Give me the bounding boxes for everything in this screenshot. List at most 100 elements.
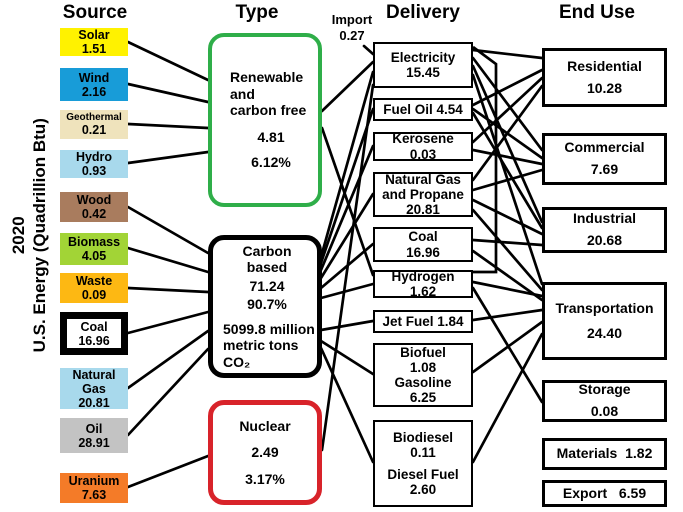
column-header-delivery: Delivery: [386, 2, 460, 23]
carbon-text: 71.24: [249, 277, 285, 294]
nuclear-text: 2.49: [251, 444, 279, 461]
flow-line: [126, 286, 210, 294]
renewable-text: Renewable: [230, 69, 304, 86]
import-value: 0.27: [339, 27, 365, 43]
flow-line: [319, 144, 375, 272]
hydro-text: 0.93: [81, 164, 107, 178]
wood-box: Wood 0.42: [60, 192, 128, 222]
biodiesel-diesel-text: 2.60: [409, 481, 437, 497]
flow-line: [126, 310, 210, 335]
solar-text: 1.51: [81, 42, 107, 56]
carbon-text: CO₂: [223, 353, 251, 370]
flow-line: [320, 60, 375, 113]
hydro-text: Hydro: [75, 150, 113, 164]
fuel-oil-box: Fuel Oil 4.54: [373, 98, 473, 121]
residential-text: 10.28: [586, 79, 623, 96]
flow-line: [471, 84, 544, 182]
commercial-text: Commercial: [564, 139, 645, 156]
nuclear-box: Nuclear 2.49 3.17%: [208, 400, 322, 505]
flow-line: [319, 192, 375, 280]
storage-text: 0.08: [590, 403, 619, 419]
import-label: Import 0.27: [328, 12, 376, 43]
column-header-source: Source: [62, 2, 128, 23]
renewable-box: Renewable and carbon free 4.81 6.12%: [208, 33, 322, 207]
oil-text: 28.91: [78, 435, 110, 450]
biomass-text: Biomass: [67, 235, 121, 249]
coal-source-box: Coal 16.96: [60, 312, 128, 355]
flow-line: [471, 198, 544, 236]
flow-line: [126, 150, 210, 165]
renewable-text: carbon free: [230, 102, 307, 119]
storage-box: Storage 0.08: [542, 380, 667, 422]
side-label-year: 2020: [8, 216, 28, 255]
flow-line: [319, 339, 375, 376]
biodiesel-diesel-text: Biodiesel: [392, 430, 454, 446]
wind-text: Wind: [78, 70, 110, 85]
biodiesel-diesel-text: 0.11: [410, 445, 436, 461]
carbon-text: 90.7%: [247, 296, 287, 313]
ng-propane-box: Natural Gas and Propane 20.81: [373, 172, 473, 217]
flow-line: [471, 76, 544, 144]
electricity-text: Electricity: [390, 49, 456, 65]
flow-line: [471, 249, 544, 302]
flow-line: [126, 454, 210, 489]
flow-line: [126, 347, 210, 437]
storage-text: Storage: [578, 381, 631, 398]
industrial-box: Industrial 20.68: [542, 207, 667, 253]
carbon-box: Carbon based 71.24 90.7% 5099.8 million metri…: [208, 235, 322, 378]
fuel-oil-text: Fuel Oil 4.54: [383, 101, 463, 117]
jet-fuel-box: Jet Fuel 1.84: [373, 310, 473, 333]
flow-line: [319, 282, 375, 300]
industrial-text: 20.68: [586, 232, 623, 248]
renewable-text: and: [230, 85, 255, 102]
biofuel-gasoline-text: 1.08: [409, 359, 437, 375]
natural-gas-box: Natural Gas 20.81: [60, 368, 128, 410]
wind-text: 2.16: [81, 84, 107, 99]
hydro-box: Hydro 0.93: [60, 150, 128, 178]
flow-line: [319, 70, 375, 259]
waste-text: 0.09: [81, 288, 107, 302]
flow-line: [471, 168, 544, 192]
solar-text: Solar: [78, 28, 110, 42]
column-header-end-use: End Use: [558, 2, 636, 23]
oil-box: Oil 28.91: [60, 418, 128, 453]
uranium-box: Uranium 7.63: [60, 473, 128, 503]
biofuel-gasoline-text: Gasoline: [394, 375, 452, 390]
flow-line: [126, 329, 210, 390]
export-text: Export 6.59: [562, 484, 647, 501]
transportation-text: Transportation: [555, 299, 654, 316]
materials-text: Materials 1.82: [556, 445, 653, 462]
renewable-text: 6.12%: [251, 154, 291, 171]
kerosene-text: Kerosene: [392, 131, 454, 147]
flow-line: [126, 40, 210, 82]
nuclear-text: Nuclear: [239, 417, 291, 434]
hydrogen-text: Hydrogen: [391, 268, 455, 284]
axis-title-year-units: 2020 U.S. Energy (Quadrillion Btu): [8, 20, 51, 450]
flow-line: [126, 122, 210, 130]
biofuel-gasoline-box: Biofuel 1.08 Gasoline 6.25: [373, 343, 473, 407]
waste-text: Waste: [75, 274, 113, 288]
biofuel-gasoline-text: 6.25: [409, 390, 437, 406]
materials-box: Materials 1.82: [542, 438, 667, 470]
flow-line: [471, 56, 544, 152]
coal-delivery-text: 16.96: [406, 244, 440, 260]
flow-line: [126, 205, 210, 255]
transportation-text: 24.40: [586, 324, 623, 341]
ng-propane-text: 20.81: [406, 202, 440, 218]
carbon-text: Carbon: [242, 242, 292, 259]
kerosene-box: Kerosene 0.03: [373, 131, 473, 162]
geothermal-box: Geothermal 0.21: [60, 110, 128, 139]
hydrogen-box: Hydrogen 1.62: [373, 268, 473, 299]
flow-line: [320, 126, 375, 277]
flow-line: [471, 111, 544, 230]
ng-propane-text: Natural Gas: [385, 171, 461, 187]
residential-box: Residential 10.28: [542, 48, 667, 107]
flow-line: [471, 148, 544, 166]
flow-line: [319, 242, 375, 290]
natural-gas-text: 20.81: [78, 395, 110, 410]
flow-line: [471, 208, 544, 292]
coal-delivery-text: Coal: [408, 229, 438, 245]
flow-line: [362, 44, 375, 56]
export-box: Export 6.59: [542, 480, 667, 507]
